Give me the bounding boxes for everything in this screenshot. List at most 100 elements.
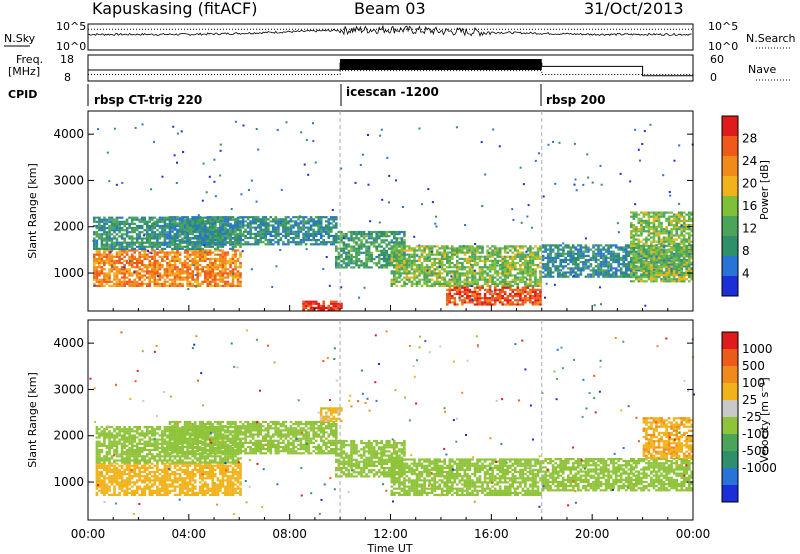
heatmap-cell	[534, 303, 537, 305]
heatmap-cell	[454, 247, 457, 249]
heatmap-cell	[509, 268, 512, 270]
heatmap-cell	[655, 241, 658, 243]
heatmap-cell	[234, 246, 237, 248]
heatmap-cell	[123, 274, 126, 276]
heatmap-cell	[416, 277, 419, 279]
heatmap-cell	[171, 274, 174, 276]
heatmap-cell	[595, 255, 598, 257]
heatmap-cell	[474, 279, 477, 281]
heatmap-cell	[133, 262, 136, 264]
heatmap-cell	[471, 254, 474, 256]
heatmap-cell	[335, 224, 338, 226]
heatmap-cell	[610, 253, 613, 255]
heatmap-cell	[643, 243, 646, 245]
heatmap-cell	[146, 240, 149, 242]
heatmap-cell	[582, 253, 585, 255]
heatmap-cell	[222, 268, 225, 270]
heatmap-cell	[524, 256, 527, 258]
heatmap-cell	[370, 258, 373, 260]
heatmap-cell	[509, 287, 512, 289]
heatmap-cell	[257, 231, 260, 233]
heatmap-cell	[443, 283, 446, 285]
heatmap-cell	[484, 270, 487, 272]
heatmap-cell	[655, 272, 658, 274]
heatmap-cell	[179, 254, 182, 256]
heatmap-cell	[454, 270, 457, 272]
heatmap-cell	[169, 260, 172, 262]
heatmap-cell	[204, 281, 207, 283]
heatmap-cell	[108, 268, 111, 270]
heatmap-cell	[567, 263, 570, 265]
heatmap-cell	[103, 274, 106, 276]
heatmap-cell	[572, 253, 575, 255]
heatmap-cell	[587, 251, 590, 253]
heatmap-cell	[171, 229, 174, 231]
heatmap-cell	[118, 244, 121, 246]
heatmap-cell	[302, 224, 305, 226]
heatmap-cell	[413, 249, 416, 251]
heatmap-cell	[300, 231, 303, 233]
heatmap-cell	[628, 255, 631, 257]
heatmap-cell	[668, 218, 671, 220]
heatmap-cell	[471, 272, 474, 274]
heatmap-cell	[491, 293, 494, 295]
heatmap-cell	[191, 220, 194, 222]
heatmap-cell	[600, 244, 603, 246]
heatmap-cell	[295, 233, 298, 235]
heatmap-cell	[489, 297, 492, 299]
heatmap-cell	[103, 248, 106, 250]
heatmap-cell	[229, 262, 232, 264]
heatmap-cell	[615, 244, 618, 246]
heatmap-cell	[116, 225, 119, 227]
heatmap-cell	[633, 216, 636, 218]
heatmap-cell	[224, 258, 227, 260]
heatmap-cell	[194, 281, 197, 283]
heatmap-cell	[678, 212, 681, 214]
heatmap-cell	[403, 277, 406, 279]
heatmap-cell	[431, 262, 434, 264]
heatmap-cell	[93, 277, 96, 279]
heatmap-cell	[126, 219, 129, 221]
heatmap-cell	[625, 251, 628, 253]
heatmap-cell	[446, 274, 449, 276]
heatmap-cell	[287, 235, 290, 237]
heatmap-cell	[499, 254, 502, 256]
heatmap-cell	[116, 237, 119, 239]
heatmap-cell	[547, 259, 550, 261]
heatmap-cell	[524, 266, 527, 268]
heatmap-cell	[393, 260, 396, 262]
heatmap-cell	[391, 285, 394, 287]
heatmap-cell	[519, 266, 522, 268]
heatmap-cell	[234, 260, 237, 262]
heatmap-cell	[489, 266, 492, 268]
heatmap-cell	[300, 241, 303, 243]
heatmap-cell	[186, 218, 189, 220]
heatmap-cell	[459, 287, 462, 289]
heatmap-cell	[421, 266, 424, 268]
heatmap-cell	[658, 274, 661, 276]
heatmap-cell	[585, 255, 588, 257]
heatmap-cell	[317, 216, 320, 218]
heatmap-cell	[678, 264, 681, 266]
heatmap-cell	[580, 246, 583, 248]
heatmap-cell	[517, 293, 520, 295]
heatmap-cell	[660, 216, 663, 218]
heatmap-cell	[348, 258, 351, 260]
heatmap-cell	[572, 261, 575, 263]
heatmap-cell	[426, 260, 429, 262]
heatmap-cell	[421, 268, 424, 270]
heatmap-cell	[207, 216, 210, 218]
heatmap-cell	[196, 224, 199, 226]
heatmap-cell	[552, 263, 555, 265]
heatmap-cell	[116, 219, 119, 221]
heatmap-cell	[151, 227, 154, 229]
heatmap-cell	[665, 251, 668, 253]
heatmap-cell	[229, 274, 232, 276]
heatmap-cell	[622, 271, 625, 273]
heatmap-cell	[128, 246, 131, 248]
heatmap-cell	[217, 243, 220, 245]
heatmap-cell	[207, 237, 210, 239]
heatmap-cell	[136, 233, 139, 235]
heatmap-cell	[156, 246, 159, 248]
heatmap-cell	[247, 241, 250, 243]
